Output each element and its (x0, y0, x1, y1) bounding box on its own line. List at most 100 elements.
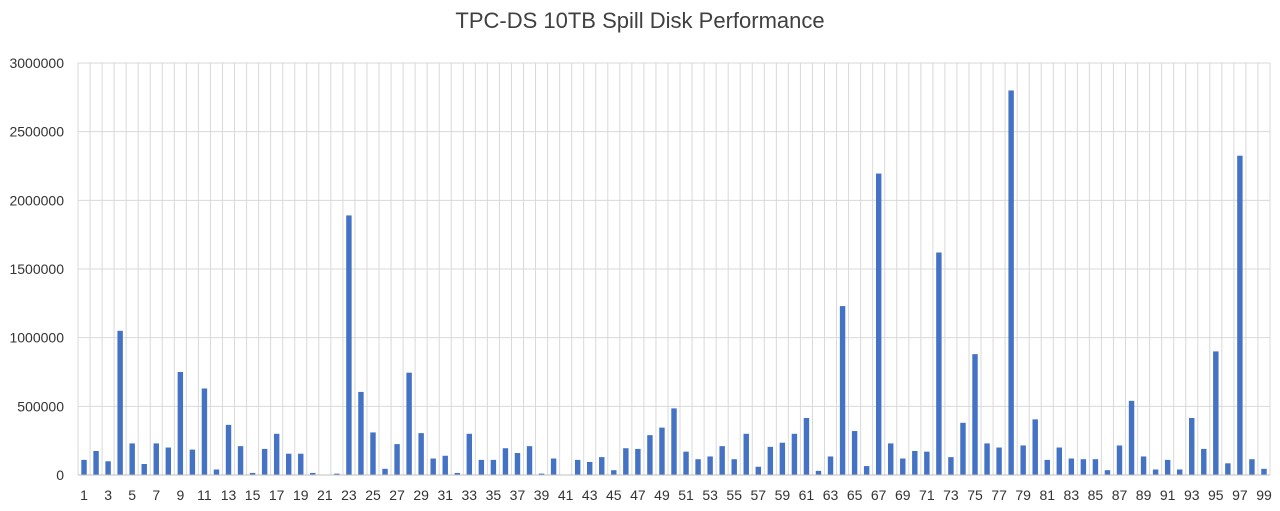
bar (574, 459, 581, 475)
bar (382, 468, 388, 475)
x-tick-label: 59 (775, 487, 791, 503)
x-tick-label: 13 (221, 487, 237, 503)
bar (394, 444, 400, 475)
bar (273, 433, 280, 475)
bar (201, 388, 208, 475)
x-tick-label: 79 (1015, 487, 1031, 503)
x-tick-label: 99 (1256, 487, 1272, 503)
x-tick-label: 35 (486, 487, 502, 503)
bar (815, 470, 822, 475)
bar (1261, 468, 1267, 475)
bar (1032, 419, 1038, 475)
x-tick-label: 45 (606, 487, 622, 503)
x-tick-label: 11 (197, 487, 212, 503)
bar (1140, 456, 1147, 475)
y-tick-label: 2500000 (9, 124, 64, 140)
bar (502, 448, 509, 475)
bar (298, 453, 304, 475)
bar (888, 443, 894, 475)
x-tick-label: 55 (726, 487, 742, 503)
bar (514, 453, 521, 475)
x-tick-label: 23 (341, 487, 357, 503)
x-tick-label: 69 (895, 487, 911, 503)
x-tick-label: 47 (630, 487, 646, 503)
x-tick-label: 41 (558, 487, 574, 503)
bar (1164, 459, 1171, 475)
bar (1225, 463, 1231, 475)
bar (225, 424, 232, 475)
y-tick-label: 1500000 (9, 261, 64, 277)
x-tick-label: 27 (389, 487, 405, 503)
bar (1056, 447, 1063, 475)
x-tick-label: 81 (1039, 487, 1055, 503)
x-tick-label: 71 (919, 487, 935, 503)
bar (1008, 90, 1014, 475)
bar (1189, 418, 1195, 475)
bar (851, 431, 858, 475)
x-tick-label: 15 (245, 487, 261, 503)
x-tick-label: 1 (80, 487, 88, 503)
y-tick-label: 500000 (17, 398, 64, 414)
bar (635, 448, 641, 475)
bar (839, 306, 846, 475)
bar (189, 449, 196, 475)
x-tick-label: 87 (1112, 487, 1128, 503)
bar (249, 472, 256, 475)
axis-layer: 0 500000 1000000 1500000 2000000 2500000 30000… (9, 55, 1271, 503)
y-tick-label: 2000000 (9, 192, 64, 208)
x-tick-label: 67 (871, 487, 887, 503)
bar (466, 433, 473, 475)
bar (1128, 400, 1135, 475)
bar (1104, 470, 1111, 475)
bar (430, 458, 436, 475)
x-tick-label: 61 (799, 487, 815, 503)
bar (526, 446, 533, 475)
x-tick-label: 31 (437, 487, 453, 503)
y-tick-label: 0 (56, 467, 64, 483)
bar (285, 453, 292, 475)
x-tick-label: 51 (678, 487, 694, 503)
bar (538, 473, 545, 475)
bar (442, 455, 448, 475)
bar (346, 215, 352, 475)
bar (912, 450, 918, 475)
x-tick-label: 91 (1160, 487, 1176, 503)
bar (1080, 459, 1087, 475)
bar (1020, 445, 1026, 475)
bar (478, 459, 485, 475)
bar (141, 464, 147, 475)
bar (165, 447, 172, 475)
bar (948, 457, 954, 475)
bar (1176, 469, 1183, 475)
bar (550, 458, 557, 475)
x-tick-label: 33 (462, 487, 478, 503)
bar (406, 372, 412, 475)
bar (370, 432, 376, 475)
bar (707, 456, 713, 475)
bar (731, 459, 737, 475)
x-tick-label: 43 (582, 487, 598, 503)
x-tick-label: 29 (413, 487, 429, 503)
x-tick-label: 5 (128, 487, 136, 503)
x-tick-label: 77 (991, 487, 1007, 503)
bar (695, 459, 701, 475)
x-tick-label: 97 (1232, 487, 1248, 503)
bar (803, 418, 810, 475)
y-tick-label: 3000000 (9, 55, 64, 71)
y-tick-label: 1000000 (9, 330, 64, 346)
bar (93, 450, 99, 475)
bar (1044, 459, 1050, 475)
x-tick-label: 21 (317, 487, 333, 503)
x-tick-label: 37 (510, 487, 526, 503)
bar (719, 446, 725, 475)
bar (623, 448, 629, 475)
x-tick-label: 53 (702, 487, 718, 503)
bar (1152, 469, 1159, 475)
bar (1237, 155, 1243, 475)
x-tick-label: 9 (176, 487, 184, 503)
bar (996, 447, 1002, 475)
x-tick-label: 57 (750, 487, 766, 503)
bar (129, 443, 135, 475)
